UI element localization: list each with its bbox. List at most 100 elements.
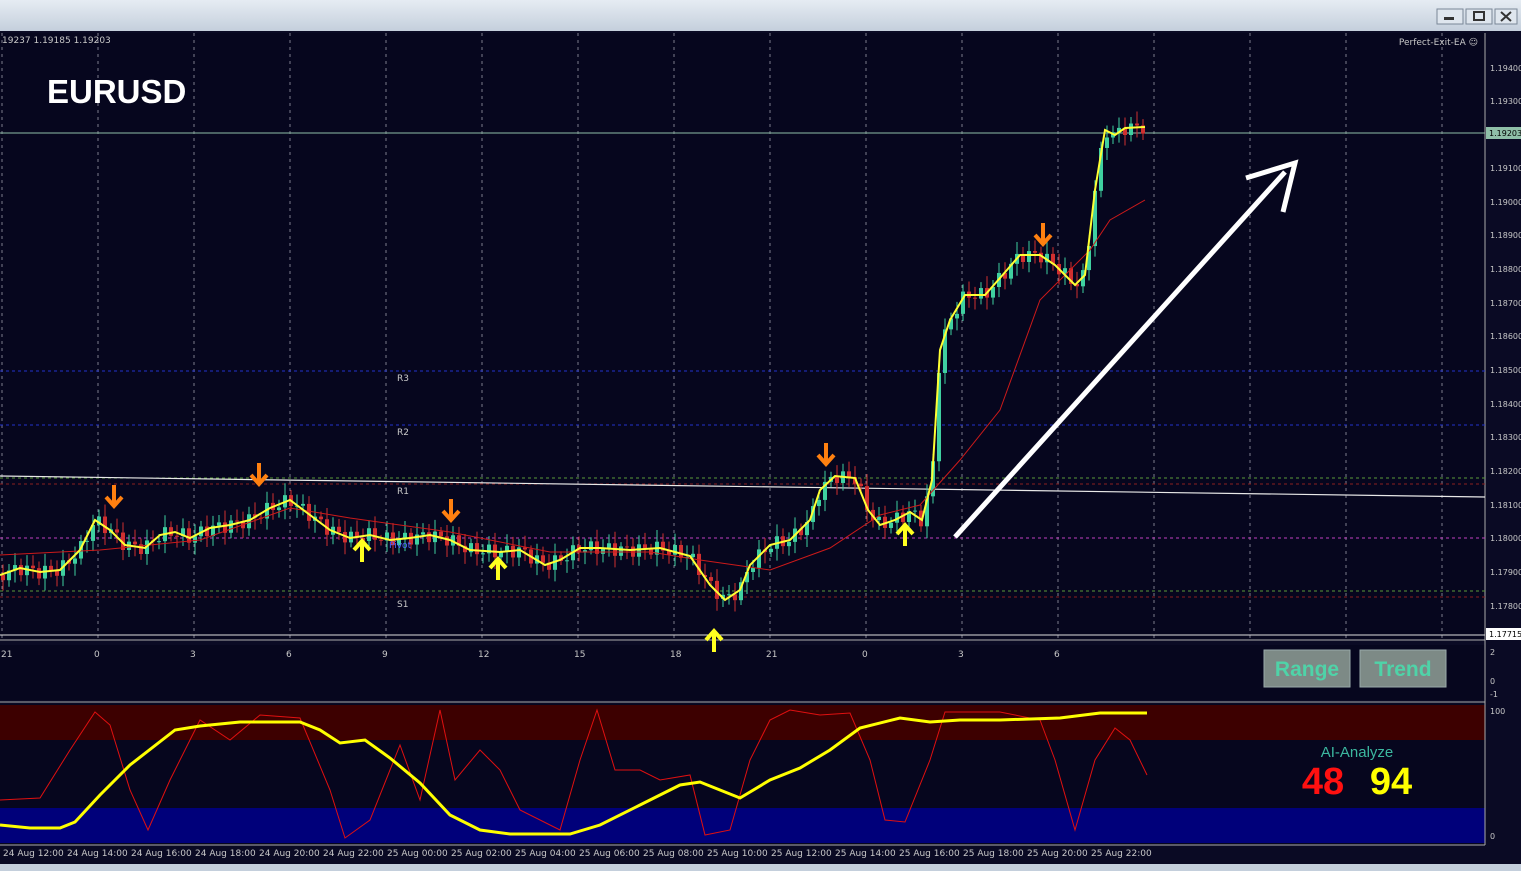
time-label: 9 [382,650,388,660]
candle-body [31,565,35,569]
candle-body [49,565,53,572]
candle-body [547,562,551,570]
candle-body [13,565,17,571]
symbol: EURUSD [47,73,186,110]
price-tag [1486,127,1521,139]
candle-body [877,516,881,521]
candle-body [937,372,941,462]
button-label: Trend [1374,658,1431,681]
sell-arrow [816,443,836,468]
candle-body [1135,123,1139,126]
candle-body [637,544,641,557]
time-label: 3 [190,650,196,660]
candle-body [397,539,401,546]
status-bar [0,864,1521,871]
date-label: 25 Aug 18:00 [963,849,1024,859]
candle-body [499,551,503,558]
price-label: 1.19300 [1490,97,1521,106]
candle-body [463,545,467,553]
candle-body [925,496,929,527]
candle-body [979,288,983,299]
candle-body [7,570,11,581]
candle-body [523,547,527,550]
date-label: 25 Aug 20:00 [1027,849,1088,859]
candle-body [19,565,23,576]
sub-axis-label: -1 [1490,690,1498,699]
date-label: 24 Aug 22:00 [323,849,384,859]
price-label: 1.17800 [1490,602,1521,611]
date-label: 25 Aug 06:00 [579,849,640,859]
candle-body [193,536,197,543]
candle-body [235,520,239,522]
sub-axis-label: 0 [1490,677,1495,686]
candle-body [307,503,311,521]
button-label: Range [1275,658,1339,681]
candle-body [169,527,173,536]
candle-body [865,486,869,510]
date-label: 24 Aug 18:00 [195,849,256,859]
date-axis: 24 Aug 12:00 24 Aug 14:00 24 Aug 16:00 24 A… [3,849,1152,859]
price-label: 1.18300 [1490,433,1521,442]
candle-body [1093,190,1097,247]
sell-arrow [1033,223,1053,248]
price-tag [1486,628,1521,640]
maximize[interactable] [1465,8,1493,25]
date-label: 25 Aug 04:00 [515,849,576,859]
candle-body [73,558,77,564]
price-label: 1.19400 [1490,64,1521,73]
date-label: 25 Aug 22:00 [1091,849,1152,859]
candle-body [565,560,569,562]
candle-body [667,550,671,555]
trend-arrow [953,159,1299,539]
price-label: 1.18800 [1490,265,1521,274]
main-chart [0,33,1485,639]
date-label: 25 Aug 14:00 [835,849,896,859]
candle-body [805,522,809,536]
candle-body [679,545,683,558]
price-label: 1.18500 [1490,366,1521,375]
candle-body [37,568,41,579]
signal-arrows [104,223,1053,652]
candle-body [91,525,95,541]
candle-body [487,544,491,554]
candle-body [1075,283,1079,287]
candle-body [745,572,749,583]
ai-title: AI-Analyze [1321,744,1394,761]
candle-body [277,507,281,511]
candle-body [85,540,89,542]
candle-body [481,553,485,555]
date-label: 25 Aug 16:00 [899,849,960,859]
range-button[interactable]: Range [1263,649,1351,688]
buy-arrow [352,537,372,562]
price-label: 1.19000 [1490,198,1521,207]
sub-window-1 [0,645,1485,700]
candle-body [1021,253,1025,262]
candle-body [649,548,653,555]
level-label: R2 [397,428,409,438]
candle-body [217,522,221,526]
minimize[interactable] [1436,8,1464,25]
candle-body [859,483,863,487]
candle-body [895,512,899,523]
candle-body [817,499,821,507]
candle-body [835,476,839,483]
date-label: 25 Aug 08:00 [643,849,704,859]
candle-body [559,555,563,561]
candle-body [733,594,737,601]
low-price: 1.17715 [1489,630,1521,639]
candle-body [205,526,209,537]
candle-body [1045,253,1049,263]
trend-button[interactable]: Trend [1359,649,1447,688]
candle-body [301,503,305,506]
oscillator-fast [0,708,1148,839]
ai-left: 48 [1302,761,1344,803]
candle-body [787,541,791,547]
candle-body [517,547,521,558]
buy-arrow [895,521,915,546]
candle-body [1123,127,1127,135]
candle-body [901,512,905,522]
buy-arrow [704,627,724,652]
candle-body [1,575,5,581]
time-axis: 21 0 3 6 9 12 15 18 21 0 3 6 [1,650,1060,660]
